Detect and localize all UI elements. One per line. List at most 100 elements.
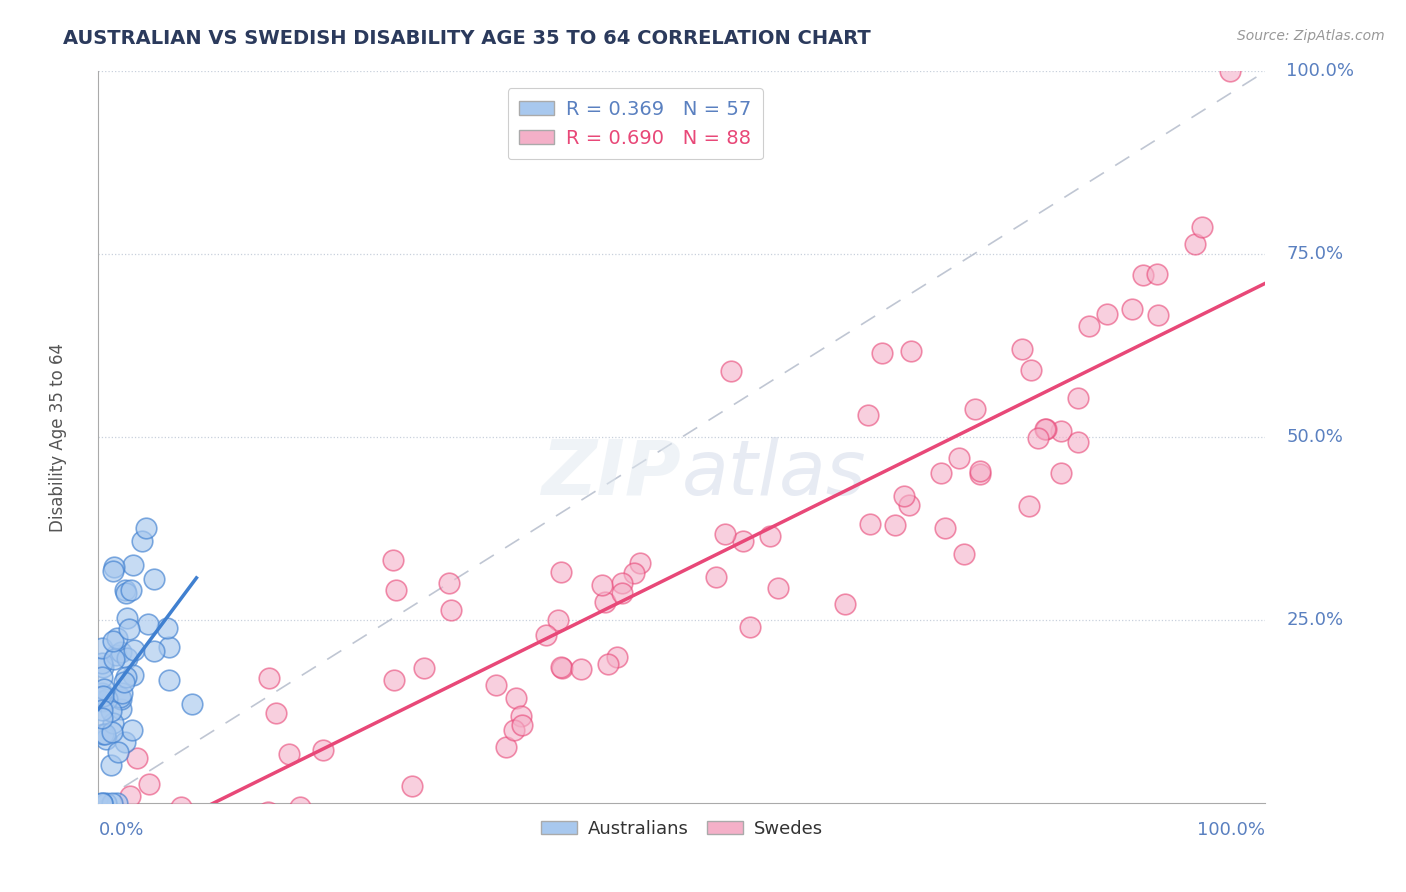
Point bbox=[277, 747, 299, 761]
Text: atlas: atlas bbox=[682, 437, 866, 510]
Point bbox=[596, 657, 619, 672]
Point bbox=[107, 631, 129, 645]
Point bbox=[93, 682, 115, 697]
Point bbox=[929, 467, 952, 481]
Point bbox=[1033, 422, 1056, 436]
Point bbox=[870, 346, 893, 360]
Point bbox=[713, 526, 735, 541]
Point bbox=[610, 586, 633, 600]
Point bbox=[1026, 431, 1049, 445]
Point bbox=[312, 743, 335, 757]
Point bbox=[382, 673, 405, 688]
Point bbox=[157, 640, 180, 654]
Point bbox=[1050, 424, 1073, 438]
Point bbox=[91, 727, 114, 741]
Point bbox=[1191, 219, 1213, 234]
Point bbox=[110, 832, 132, 847]
Point bbox=[120, 789, 142, 804]
Point bbox=[550, 660, 572, 674]
Point bbox=[495, 739, 517, 754]
Point bbox=[103, 560, 125, 574]
Point bbox=[1011, 342, 1033, 356]
Point bbox=[122, 643, 145, 657]
Point bbox=[1095, 307, 1118, 321]
Text: ZIP: ZIP bbox=[543, 437, 682, 510]
Text: 100.0%: 100.0% bbox=[1286, 62, 1354, 80]
Point bbox=[104, 817, 127, 831]
Point bbox=[623, 566, 645, 580]
Point bbox=[90, 670, 112, 684]
Point bbox=[550, 566, 572, 580]
Text: 100.0%: 100.0% bbox=[1198, 821, 1265, 839]
Point bbox=[963, 402, 986, 417]
Point bbox=[96, 731, 118, 746]
Point bbox=[100, 796, 122, 810]
Point bbox=[180, 697, 202, 711]
Point bbox=[437, 575, 460, 590]
Point bbox=[91, 703, 114, 717]
Point bbox=[90, 640, 112, 655]
Point bbox=[111, 832, 134, 847]
Point bbox=[593, 595, 616, 609]
Point bbox=[114, 582, 136, 597]
Point bbox=[125, 751, 148, 765]
Point bbox=[91, 796, 114, 810]
Point bbox=[1184, 236, 1206, 251]
Point bbox=[505, 691, 527, 706]
Point bbox=[385, 583, 408, 598]
Point bbox=[1067, 392, 1090, 406]
Point bbox=[117, 651, 139, 665]
Point bbox=[883, 518, 905, 533]
Point bbox=[834, 597, 856, 611]
Point bbox=[569, 662, 592, 676]
Point bbox=[733, 534, 755, 549]
Text: 0.0%: 0.0% bbox=[98, 821, 143, 839]
Point bbox=[201, 832, 224, 847]
Legend: Australians, Swedes: Australians, Swedes bbox=[534, 813, 830, 845]
Point bbox=[1050, 466, 1073, 480]
Point bbox=[510, 718, 533, 732]
Text: 25.0%: 25.0% bbox=[1286, 611, 1344, 629]
Point bbox=[738, 620, 761, 634]
Point bbox=[93, 727, 115, 741]
Point bbox=[117, 832, 139, 847]
Point bbox=[101, 716, 124, 731]
Point bbox=[90, 796, 112, 810]
Point bbox=[720, 364, 742, 378]
Point bbox=[110, 692, 132, 706]
Point bbox=[156, 621, 179, 635]
Point bbox=[628, 556, 651, 570]
Point bbox=[120, 582, 142, 597]
Point bbox=[100, 725, 122, 739]
Point bbox=[413, 661, 436, 675]
Point bbox=[948, 450, 970, 465]
Point bbox=[157, 673, 180, 687]
Point bbox=[110, 645, 132, 659]
Point bbox=[96, 691, 118, 706]
Point bbox=[485, 678, 508, 692]
Text: 75.0%: 75.0% bbox=[1286, 245, 1344, 263]
Point bbox=[121, 723, 143, 737]
Point bbox=[100, 704, 122, 718]
Point bbox=[114, 670, 136, 684]
Point bbox=[534, 628, 557, 642]
Point bbox=[107, 745, 129, 759]
Point bbox=[1146, 267, 1168, 281]
Point bbox=[101, 564, 124, 578]
Point bbox=[859, 517, 882, 532]
Point bbox=[953, 547, 976, 561]
Point bbox=[138, 777, 160, 791]
Point bbox=[1132, 268, 1154, 282]
Point bbox=[90, 686, 112, 700]
Text: AUSTRALIAN VS SWEDISH DISABILITY AGE 35 TO 64 CORRELATION CHART: AUSTRALIAN VS SWEDISH DISABILITY AGE 35 … bbox=[63, 29, 872, 47]
Point bbox=[110, 702, 132, 716]
Point bbox=[136, 617, 159, 632]
Point bbox=[266, 706, 288, 721]
Point bbox=[257, 805, 280, 819]
Point bbox=[1066, 434, 1088, 449]
Point bbox=[900, 343, 922, 358]
Point bbox=[143, 572, 166, 586]
Point bbox=[122, 558, 145, 572]
Point bbox=[101, 634, 124, 648]
Point bbox=[1219, 64, 1241, 78]
